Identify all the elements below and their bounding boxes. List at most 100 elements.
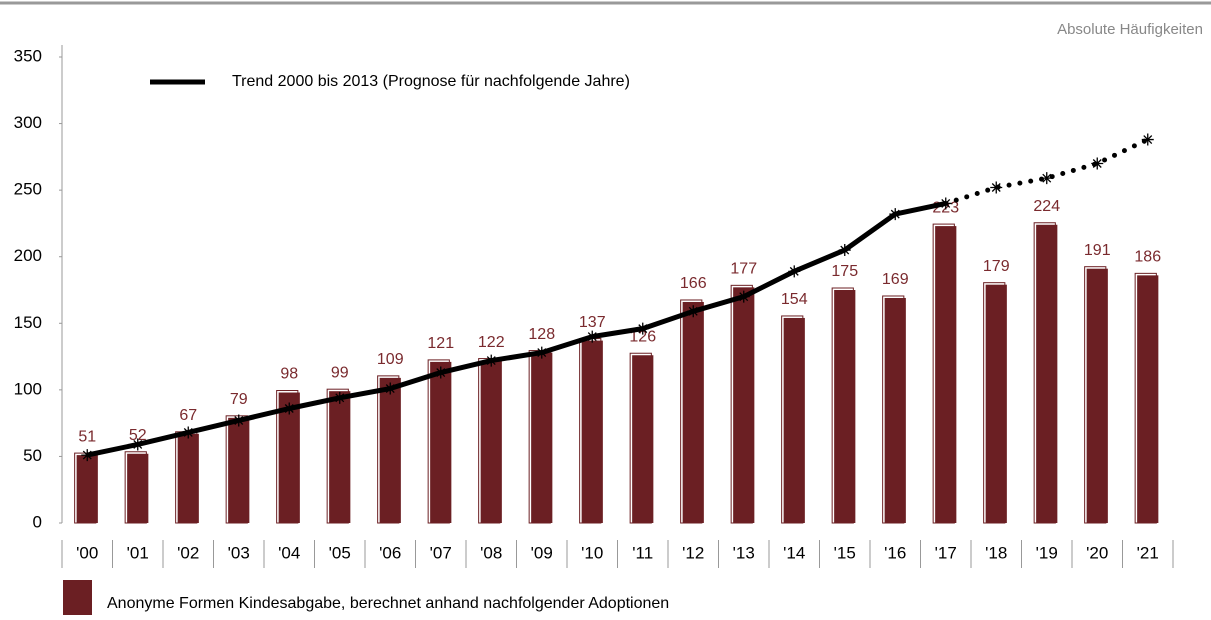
data-label: 179 — [983, 258, 1010, 275]
point-marker — [81, 449, 94, 462]
x-tick-label: '01 — [127, 543, 149, 562]
point-marker — [131, 438, 144, 451]
bar — [783, 317, 805, 523]
bar — [632, 355, 654, 523]
bar — [1137, 275, 1159, 523]
x-tick-label: '06 — [379, 543, 401, 562]
data-label: 175 — [831, 263, 858, 280]
y-tick-label: 350 — [14, 46, 42, 65]
data-label: 128 — [528, 326, 555, 343]
data-label: 191 — [1084, 242, 1111, 259]
x-tick-label: '12 — [682, 543, 704, 562]
x-tick-label: '04 — [278, 543, 300, 562]
y-tick-label: 250 — [14, 180, 42, 199]
bar — [127, 453, 149, 523]
point-marker — [889, 208, 902, 221]
bar — [935, 226, 957, 523]
point-marker — [232, 414, 245, 427]
x-tick-label: '05 — [329, 543, 351, 562]
forecast-line — [943, 137, 1151, 206]
bar — [834, 290, 856, 523]
point-marker — [838, 244, 851, 257]
point-marker — [788, 265, 801, 278]
x-tick-label: '16 — [884, 543, 906, 562]
y-tick-label: 150 — [14, 313, 42, 332]
x-tick-label: '00 — [76, 543, 98, 562]
data-label: 79 — [230, 391, 248, 408]
point-marker — [434, 366, 447, 379]
bar — [1036, 224, 1058, 523]
legend-label: Trend 2000 bis 2013 (Prognose für nachfo… — [232, 73, 630, 90]
data-label: 186 — [1134, 249, 1161, 266]
data-label: 98 — [280, 366, 298, 383]
point-marker — [586, 330, 599, 343]
trend-line — [86, 201, 947, 458]
x-tick-label: '02 — [177, 543, 199, 562]
point-marker — [1141, 133, 1154, 146]
bar — [480, 360, 502, 523]
point-marker — [535, 346, 548, 359]
data-label: 122 — [478, 334, 505, 351]
x-tick-label: '19 — [1036, 543, 1058, 562]
x-tick-label: '09 — [531, 543, 553, 562]
x-tick-label: '17 — [935, 543, 957, 562]
point-marker — [283, 402, 296, 415]
data-label: 99 — [331, 364, 349, 381]
point-marker — [737, 290, 750, 303]
bar — [177, 433, 199, 523]
data-label: 154 — [781, 291, 808, 308]
point-marker — [1040, 172, 1053, 185]
x-tick-label: '14 — [783, 543, 805, 562]
y-tick-label: 50 — [23, 446, 42, 465]
point-marker — [939, 197, 952, 210]
bar — [76, 455, 98, 523]
data-label: 121 — [427, 335, 454, 352]
bar — [985, 284, 1007, 523]
bar — [884, 297, 906, 523]
bar — [581, 340, 603, 523]
bar — [531, 352, 553, 523]
bar — [430, 361, 452, 523]
x-tick-label: '13 — [733, 543, 755, 562]
point-marker — [182, 426, 195, 439]
point-marker — [485, 354, 498, 367]
bar — [1086, 268, 1108, 523]
bar — [379, 377, 401, 523]
point-marker — [1091, 157, 1104, 170]
data-label: 177 — [730, 261, 757, 278]
point-marker — [384, 382, 397, 395]
subtitle: Absolute Häufigkeiten — [1057, 21, 1203, 38]
point-marker — [333, 391, 346, 404]
point-marker — [990, 181, 1003, 194]
x-tick-label: '18 — [985, 543, 1007, 562]
point-marker — [687, 305, 700, 318]
y-tick-label: 200 — [14, 246, 42, 265]
data-label: 126 — [629, 328, 656, 345]
data-label: 109 — [377, 351, 404, 368]
data-label: 51 — [78, 428, 96, 445]
bar — [733, 287, 755, 523]
bar — [278, 392, 300, 523]
bar — [228, 417, 250, 523]
x-tick-label: '08 — [480, 543, 502, 562]
data-label: 224 — [1033, 198, 1060, 215]
x-tick-label: '15 — [834, 543, 856, 562]
legend-label: Anonyme Formen Kindesabgabe, berechnet a… — [107, 595, 669, 612]
x-tick-label: '21 — [1137, 543, 1159, 562]
y-tick-label: 100 — [14, 379, 42, 398]
x-tick-label: '20 — [1086, 543, 1108, 562]
data-label: 67 — [179, 407, 197, 424]
data-label: 52 — [129, 427, 147, 444]
data-label: 169 — [882, 271, 909, 288]
data-label: 166 — [680, 275, 707, 292]
data-label: 137 — [579, 314, 606, 331]
x-tick-label: '11 — [632, 543, 653, 562]
bar — [329, 391, 351, 523]
point-marker — [636, 322, 649, 335]
x-tick-label: '07 — [430, 543, 452, 562]
x-tick-label: '10 — [581, 543, 603, 562]
bar — [682, 301, 704, 523]
x-tick-label: '03 — [228, 543, 250, 562]
y-tick-label: 0 — [33, 512, 42, 531]
